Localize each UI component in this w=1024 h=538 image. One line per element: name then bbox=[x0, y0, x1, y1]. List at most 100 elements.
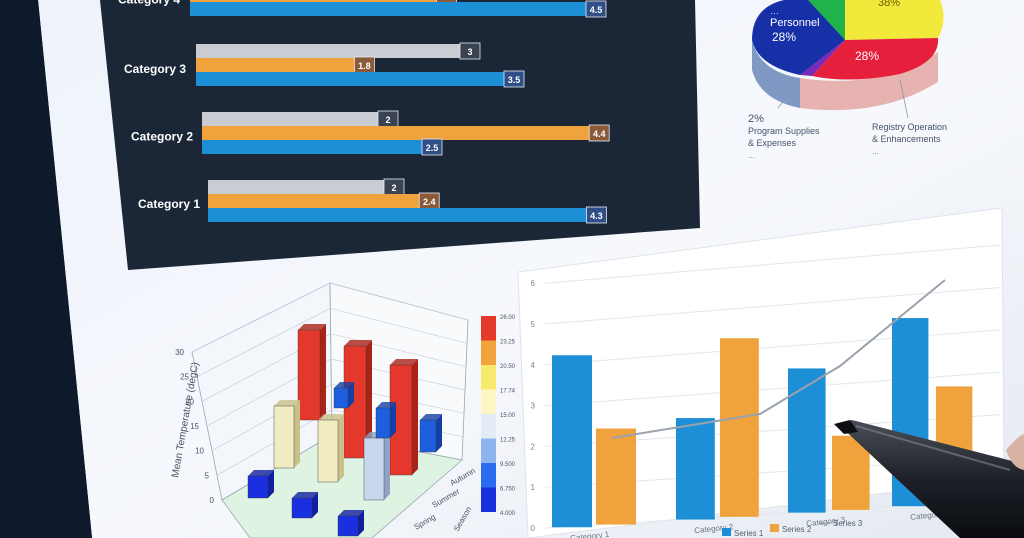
hbar-s2-c2 bbox=[202, 126, 590, 140]
hbar-s3-c1 bbox=[208, 208, 587, 222]
hbar-value-s2-c3: 1.8 bbox=[358, 61, 371, 71]
bar-category-label-1: Category 1 bbox=[138, 197, 200, 211]
bar3d-top-2 bbox=[344, 340, 372, 346]
bar3d-front-9 bbox=[419, 419, 437, 453]
bar3d-top-12 bbox=[338, 510, 364, 516]
bar3d-side-4 bbox=[294, 400, 300, 468]
chart3d-ztick-5: 25 bbox=[180, 373, 189, 382]
legend-series2: Series 2 bbox=[782, 525, 812, 534]
hbar-s1-c3 bbox=[196, 44, 460, 58]
hbar-value-s3-c3: 3.5 bbox=[508, 75, 521, 85]
bar-category-label-3: Category 3 bbox=[124, 62, 186, 76]
bar-category-label-2: Category 2 bbox=[131, 130, 193, 144]
colorbar-segment-3 bbox=[481, 365, 496, 390]
stylus-pen bbox=[834, 420, 1024, 538]
bar-category-label-4: Category 4 bbox=[118, 0, 180, 7]
pie-slice-red bbox=[812, 38, 939, 80]
pie-label-personnel: Personnel bbox=[770, 17, 820, 29]
bar3d-front-11 bbox=[291, 497, 313, 519]
column-chart-legend: Series 1 Series 2 Series 3 bbox=[722, 519, 863, 538]
hbar-s2-c1 bbox=[208, 194, 420, 208]
hbar-value-s2-c1: 2.4 bbox=[423, 197, 436, 207]
colorbar-segment-4 bbox=[481, 389, 496, 414]
pie-label-supplies-2: & Expenses bbox=[748, 138, 797, 148]
hbar-label-box-s3-c3 bbox=[503, 70, 525, 88]
colorbar-segment-7 bbox=[481, 463, 496, 488]
pie-label-registry-2: & Enhancements bbox=[872, 134, 941, 144]
legend-series3: Series 3 bbox=[833, 519, 863, 528]
hbar-s2-c4 bbox=[190, 0, 437, 2]
bar3d-front-4 bbox=[273, 405, 295, 469]
column-category-label-1: Category 1 bbox=[570, 530, 610, 538]
column-ytick-0: 0 bbox=[531, 524, 536, 533]
colorbar-tick-5: 12.25 bbox=[500, 438, 516, 444]
hbar-value-s1-c1: 2 bbox=[391, 183, 396, 193]
pen-tip bbox=[834, 420, 858, 434]
grid3d-left-5 bbox=[196, 308, 331, 377]
bar3d-top-4 bbox=[274, 400, 300, 406]
pie-slice-green bbox=[808, 0, 845, 40]
column-ytick-6: 6 bbox=[531, 279, 536, 288]
colorbar-tick-3: 17.74 bbox=[500, 389, 516, 395]
colorbar-tick-8: 4.000 bbox=[500, 511, 516, 517]
bar3d-top-11 bbox=[292, 492, 318, 498]
pie-value-red: 28% bbox=[855, 49, 879, 63]
hbar-s1-c1 bbox=[208, 180, 384, 194]
colorbar-segment-2 bbox=[481, 340, 496, 365]
hbar-value-s3-c2: 2.5 bbox=[426, 143, 439, 153]
bar3d-side-1 bbox=[320, 324, 326, 420]
bar3d-top-9 bbox=[420, 414, 442, 420]
column-ytick-1: 1 bbox=[531, 483, 536, 492]
pie-chart: … Personnel 28% 38% 28% 2% Program Suppl… bbox=[748, 0, 947, 160]
bar3d-top-7 bbox=[334, 382, 354, 388]
hbar-s3-c3 bbox=[196, 72, 504, 86]
column-ytick-4: 4 bbox=[531, 361, 536, 370]
pie-label-registry-1: Registry Operation bbox=[872, 122, 947, 132]
hbar-value-s1-c2: 2 bbox=[385, 115, 390, 125]
bar3d-front-12 bbox=[337, 515, 359, 537]
pen-highlight bbox=[855, 425, 1011, 471]
legend-swatch-series1 bbox=[722, 528, 731, 536]
chart3d-ztick-0: 0 bbox=[210, 496, 215, 505]
pie-value-personnel: 28% bbox=[772, 30, 796, 44]
colorbar-segment-6 bbox=[481, 438, 496, 463]
chart3d-ztick-2: 10 bbox=[195, 447, 204, 456]
colorbar-segment-1 bbox=[481, 316, 496, 341]
legend-swatch-series2 bbox=[770, 524, 779, 532]
column-ytick-2: 2 bbox=[531, 442, 536, 451]
column-bar-s2-c2 bbox=[720, 338, 759, 517]
hbar-label-box-s2-c2 bbox=[588, 124, 610, 142]
bar3d-side-9 bbox=[436, 414, 442, 452]
hbar-value-s1-c3: 3 bbox=[467, 47, 472, 57]
column-bar-s1-c3 bbox=[788, 368, 826, 513]
pie-amount-registry: … bbox=[872, 149, 879, 156]
colorbar-tick-0: 26.00 bbox=[500, 315, 516, 321]
hbar-s1-c2 bbox=[202, 112, 378, 126]
chart3d-ztick-4: 20 bbox=[185, 397, 194, 406]
bar3d-side-5 bbox=[338, 414, 344, 482]
bar3d-side-7 bbox=[348, 382, 354, 408]
hbar-s2-c3 bbox=[196, 58, 355, 72]
bar3d-side-11 bbox=[312, 492, 318, 518]
bar3d-side-10 bbox=[268, 470, 274, 498]
grid3d-left-6 bbox=[191, 282, 331, 353]
bar3d-side-2 bbox=[366, 340, 372, 458]
hbar-value-s2-c4: 2.8 bbox=[440, 0, 453, 1]
chart3d-ztick-3: 15 bbox=[190, 422, 199, 431]
column-category-label-3: Category 3 bbox=[806, 515, 846, 528]
monitor-bezel-left bbox=[0, 0, 92, 538]
chart3d-ztick-6: 30 bbox=[175, 348, 184, 357]
pie-side-blue bbox=[752, 40, 800, 108]
bar3d-top-8 bbox=[376, 402, 396, 408]
legend-swatch-series3 bbox=[819, 522, 831, 525]
bar3d-side-3 bbox=[412, 359, 418, 475]
grid3d-right-6 bbox=[329, 282, 469, 321]
hbar-label-box-s3-c2 bbox=[421, 138, 443, 156]
pie-leader-supplies bbox=[777, 83, 798, 109]
column-bar-s1-c1 bbox=[552, 355, 592, 528]
pie-amount-personnel: … bbox=[770, 6, 779, 16]
column-gridline-5 bbox=[544, 286, 1001, 325]
pie-label-supplies-1: Program Supplies bbox=[748, 126, 820, 136]
